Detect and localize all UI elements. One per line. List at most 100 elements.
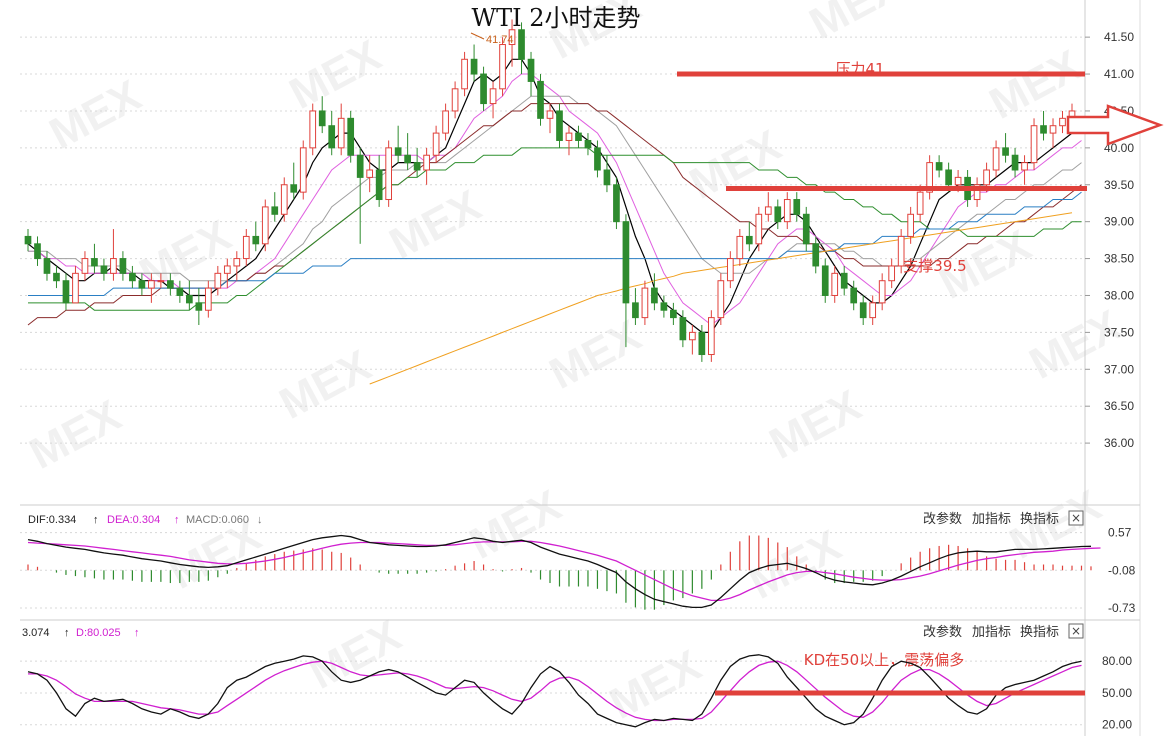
candle-body: [242, 235, 250, 260]
macd-add-indicator-button[interactable]: 加指标: [972, 512, 1011, 527]
candle-body: [499, 44, 506, 90]
kd-panel-toolbar[interactable]: 改参数 加指标 换指标 ×: [923, 623, 1084, 640]
candle-body: [537, 80, 544, 119]
price-tick-label: 38.00: [1104, 288, 1134, 302]
candle-body: [945, 169, 952, 186]
macd-dea-line: [27, 540, 1101, 602]
watermark-text: MEX: [762, 381, 869, 469]
macd-panel-toolbar[interactable]: 改参数 加指标 换指标 ×: [923, 510, 1084, 527]
kd-d-line: [28, 660, 1082, 722]
candle-body: [233, 258, 241, 267]
candle-body: [328, 125, 336, 149]
candle-body: [603, 169, 611, 186]
candle-body: [831, 272, 839, 296]
candle-body: [337, 117, 345, 149]
candle-body: [1049, 125, 1057, 134]
candlesticks: [24, 19, 1076, 362]
candle-body: [148, 280, 155, 289]
watermark-text: MEX: [542, 311, 649, 399]
candle-body: [91, 258, 98, 267]
kd-d-arrow-icon: ↑: [134, 627, 140, 639]
candle-body: [129, 272, 136, 282]
macd-dea-label: DEA:0.304: [107, 514, 160, 526]
kd-d-label: D:80.025: [76, 627, 121, 639]
watermark-text: MEX: [282, 31, 389, 119]
candle-body: [850, 287, 858, 304]
candle-body: [679, 317, 687, 341]
macd-switch-indicator-button[interactable]: 换指标: [1020, 512, 1059, 527]
price-tick-label: 39.00: [1104, 215, 1134, 229]
candle-body: [176, 287, 184, 296]
candle-body: [1040, 125, 1047, 134]
kd-lines: [27, 654, 1085, 728]
candle-body: [24, 235, 32, 245]
candle-body: [157, 280, 165, 283]
candle-body: [480, 73, 487, 105]
candle-body: [34, 243, 41, 260]
price-tick-label: 39.50: [1104, 178, 1134, 192]
watermark-text: MEX: [22, 391, 129, 479]
kd-close-button[interactable]: [1068, 623, 1084, 639]
candle-body: [726, 258, 734, 282]
candle-body: [859, 302, 867, 319]
candle-body: [72, 272, 79, 304]
candle-body: [299, 147, 307, 193]
candle-body: [366, 169, 374, 178]
macd-histogram: [27, 535, 1092, 610]
macd-legend: DIF:0.334 ↑ DEA:0.304 ↑ MACD:0.060 ↓: [28, 514, 263, 526]
kd-switch-indicator-button[interactable]: 换指标: [1020, 625, 1059, 640]
candle-body: [489, 88, 497, 105]
macd-dif-line: [27, 534, 1092, 609]
candle-body: [261, 206, 269, 245]
candle-body: [774, 206, 782, 223]
candle-body: [897, 235, 905, 267]
watermark-text: MEX: [802, 0, 909, 49]
candle-body: [508, 29, 516, 46]
candle-body: [745, 235, 753, 245]
macd-close-button[interactable]: [1068, 510, 1084, 526]
macd-edit-params-button[interactable]: 改参数: [923, 511, 962, 527]
price-tick-label: 36.50: [1104, 399, 1134, 413]
candle-body: [651, 287, 658, 304]
candle-body: [442, 110, 449, 134]
candle-body: [356, 154, 364, 178]
candle-body: [755, 213, 763, 245]
candle-body: [840, 272, 848, 289]
candle-body: [812, 243, 820, 267]
price-tick-label: 36.00: [1104, 436, 1134, 450]
candle-body: [451, 88, 459, 112]
candle-body: [926, 162, 933, 193]
candle-body: [1021, 162, 1028, 171]
candle-body: [290, 184, 298, 193]
macd-close-icon[interactable]: ×: [1071, 511, 1081, 525]
candle-body: [138, 280, 146, 289]
candle-body: [204, 287, 212, 311]
resistance-annotation: 压力41: [835, 60, 884, 78]
moving-average-line: [27, 58, 1082, 333]
kd-add-indicator-button[interactable]: 加指标: [972, 625, 1011, 640]
candle-body: [888, 265, 896, 282]
candle-body: [793, 199, 801, 215]
moving-average-line: [28, 95, 1082, 282]
watermark-text: MEX: [132, 211, 239, 299]
candle-body: [119, 258, 127, 274]
watermark-text: MEX: [272, 341, 379, 429]
candle-body: [280, 184, 288, 215]
candle-body: [670, 309, 677, 319]
candle-body: [821, 265, 829, 296]
kd-axis: 80.00 50.00 20.00: [1102, 654, 1132, 732]
candle-body: [783, 199, 791, 223]
candle-body: [195, 302, 203, 311]
candle-body: [347, 117, 355, 156]
watermark-text: MEX: [42, 71, 149, 159]
candle-body: [1030, 125, 1038, 164]
candle-body: [1002, 147, 1009, 156]
candle-body: [935, 162, 943, 171]
watermark-text: MEX: [462, 481, 569, 569]
candle-body: [689, 331, 696, 341]
kd-edit-params-button[interactable]: 改参数: [923, 624, 962, 640]
candle-body: [916, 191, 924, 215]
kd-close-icon[interactable]: ×: [1071, 624, 1081, 638]
kd-tick-label: 20.00: [1102, 718, 1132, 732]
